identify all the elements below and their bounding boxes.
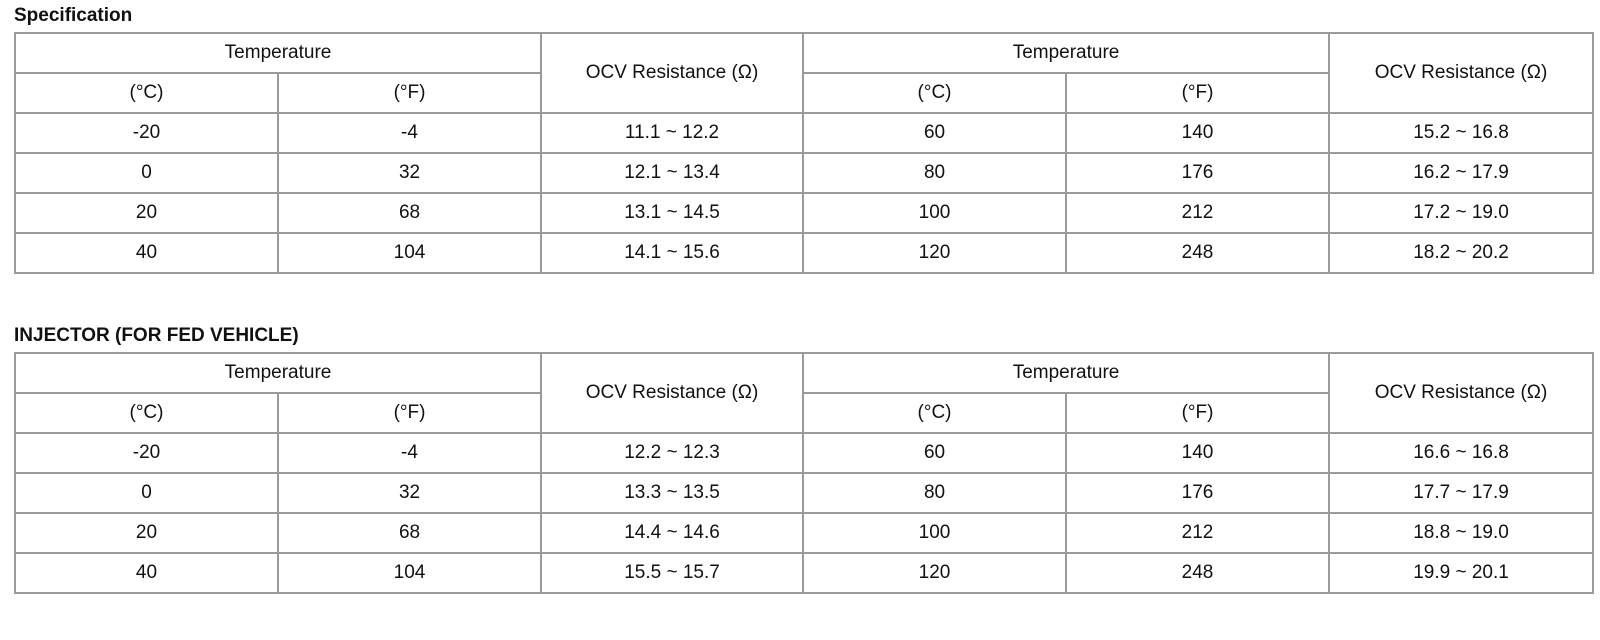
section: Specification Temperature OCV Resistance (… xyxy=(0,0,1600,274)
subheader-cell: (°C) xyxy=(802,392,1068,434)
data-cell: 248 xyxy=(1065,232,1331,274)
data-cell: 19.9 ~ 20.1 xyxy=(1328,552,1595,594)
data-row: 40 104 15.5 ~ 15.7 120 248 19.9 ~ 20.1 xyxy=(14,552,1595,594)
data-row: -20 -4 11.1 ~ 12.2 60 140 15.2 ~ 16.8 xyxy=(14,112,1595,154)
data-cell: 17.7 ~ 17.9 xyxy=(1328,472,1595,514)
data-cell: 16.2 ~ 17.9 xyxy=(1328,152,1595,194)
data-cell: 18.2 ~ 20.2 xyxy=(1328,232,1595,274)
data-cell: 32 xyxy=(276,152,543,194)
header-cell: OCV Resistance (Ω) xyxy=(1328,32,1595,114)
data-cell: 120 xyxy=(802,552,1068,594)
spec-table: Temperature OCV Resistance (Ω) Temperature… xyxy=(13,32,1595,274)
data-cell: 176 xyxy=(1065,472,1331,514)
header-cell: OCV Resistance (Ω) xyxy=(1328,352,1595,434)
data-cell: 0 xyxy=(14,152,279,194)
data-row: 40 104 14.1 ~ 15.6 120 248 18.2 ~ 20.2 xyxy=(14,232,1595,274)
section: INJECTOR (FOR FED VEHICLE) Temperature OCV… xyxy=(0,320,1600,594)
data-row: 20 68 13.1 ~ 14.5 100 212 17.2 ~ 19.0 xyxy=(14,192,1595,234)
data-row: -20 -4 12.2 ~ 12.3 60 140 16.6 ~ 16.8 xyxy=(14,432,1595,474)
data-cell: 40 xyxy=(14,232,279,274)
data-cell: 11.1 ~ 12.2 xyxy=(540,112,805,154)
data-cell: 14.1 ~ 15.6 xyxy=(540,232,805,274)
header-cell: OCV Resistance (Ω) xyxy=(540,352,805,434)
data-row: 0 32 13.3 ~ 13.5 80 176 17.7 ~ 17.9 xyxy=(14,472,1595,514)
data-cell: 16.6 ~ 16.8 xyxy=(1328,432,1595,474)
data-cell: 20 xyxy=(14,512,279,554)
header-row: Temperature OCV Resistance (Ω) Temperature… xyxy=(13,32,1595,114)
header-cell: Temperature xyxy=(13,352,543,394)
subheader-cell: (°F) xyxy=(276,392,543,434)
data-cell: 17.2 ~ 19.0 xyxy=(1328,192,1595,234)
data-cell: -4 xyxy=(276,112,543,154)
data-cell: 32 xyxy=(276,472,543,514)
data-cell: 40 xyxy=(14,552,279,594)
data-cell: 15.5 ~ 15.7 xyxy=(540,552,805,594)
data-row: 20 68 14.4 ~ 14.6 100 212 18.8 ~ 19.0 xyxy=(14,512,1595,554)
data-cell: 15.2 ~ 16.8 xyxy=(1328,112,1595,154)
table-body: Temperature OCV Resistance (Ω) Temperature… xyxy=(13,352,1595,594)
data-cell: 104 xyxy=(276,552,543,594)
data-cell: 12.2 ~ 12.3 xyxy=(540,432,805,474)
data-cell: 140 xyxy=(1065,112,1331,154)
data-cell: 80 xyxy=(802,472,1068,514)
subheader-row: (°C) (°F) (°C) (°F) xyxy=(14,72,1593,114)
section-title: Specification xyxy=(14,5,133,26)
subheader-cell: (°C) xyxy=(14,72,279,114)
data-cell: 248 xyxy=(1065,552,1331,594)
header-row: Temperature OCV Resistance (Ω) Temperature… xyxy=(13,352,1595,434)
data-cell: -4 xyxy=(276,432,543,474)
data-cell: 60 xyxy=(802,112,1068,154)
subheader-cell: (°C) xyxy=(14,392,279,434)
data-cell: 68 xyxy=(276,192,543,234)
data-cell: 100 xyxy=(802,512,1068,554)
data-cell: 14.4 ~ 14.6 xyxy=(540,512,805,554)
subheader-row: (°C) (°F) (°C) (°F) xyxy=(14,392,1593,434)
data-cell: 68 xyxy=(276,512,543,554)
data-cell: 100 xyxy=(802,192,1068,234)
subheader-cell: (°F) xyxy=(1065,392,1331,434)
header-cell: Temperature xyxy=(802,32,1331,74)
table-body: Temperature OCV Resistance (Ω) Temperature… xyxy=(13,32,1595,274)
header-cell: Temperature xyxy=(13,32,543,74)
data-cell: 12.1 ~ 13.4 xyxy=(540,152,805,194)
data-cell: -20 xyxy=(14,432,279,474)
header-cell: OCV Resistance (Ω) xyxy=(540,32,805,114)
data-cell: 13.3 ~ 13.5 xyxy=(540,472,805,514)
subheader-cell: (°F) xyxy=(1065,72,1331,114)
data-cell: 140 xyxy=(1065,432,1331,474)
data-cell: 18.8 ~ 19.0 xyxy=(1328,512,1595,554)
data-cell: 0 xyxy=(14,472,279,514)
data-cell: 176 xyxy=(1065,152,1331,194)
header-cell: Temperature xyxy=(802,352,1331,394)
data-cell: 13.1 ~ 14.5 xyxy=(540,192,805,234)
section-title: INJECTOR (FOR FED VEHICLE) xyxy=(14,325,299,346)
data-cell: 80 xyxy=(802,152,1068,194)
subheader-cell: (°F) xyxy=(276,72,543,114)
data-cell: 104 xyxy=(276,232,543,274)
data-cell: 60 xyxy=(802,432,1068,474)
spec-table: Temperature OCV Resistance (Ω) Temperature… xyxy=(13,352,1595,594)
data-cell: 212 xyxy=(1065,512,1331,554)
data-cell: 212 xyxy=(1065,192,1331,234)
data-cell: 20 xyxy=(14,192,279,234)
data-row: 0 32 12.1 ~ 13.4 80 176 16.2 ~ 17.9 xyxy=(14,152,1595,194)
data-cell: 120 xyxy=(802,232,1068,274)
data-cell: -20 xyxy=(14,112,279,154)
subheader-cell: (°C) xyxy=(802,72,1068,114)
